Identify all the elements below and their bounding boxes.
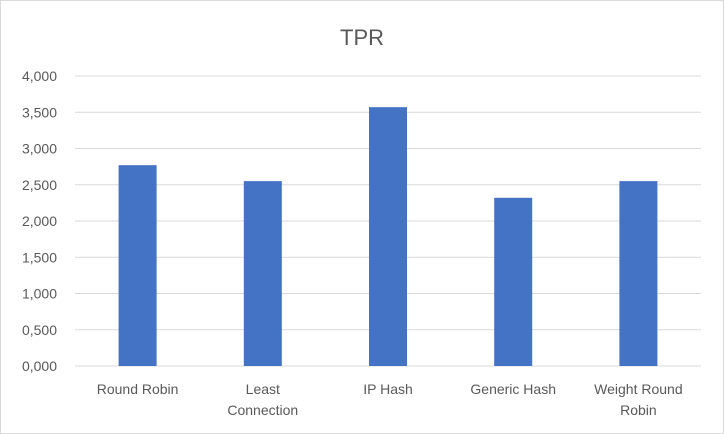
y-tick-label: 0,500: [22, 322, 57, 338]
x-axis-categories: Round Robin Least Connection IP Hash Generic…: [97, 381, 683, 418]
y-tick-label: 2,500: [22, 177, 57, 193]
x-category-label: Generic Hash: [470, 381, 556, 397]
bar: [243, 181, 282, 366]
bar: [494, 197, 533, 366]
y-tick-label: 4,000: [22, 68, 57, 84]
y-tick-label: 1,000: [22, 286, 57, 302]
x-category-label: Connection: [227, 402, 298, 418]
y-tick-label: 2,000: [22, 213, 57, 229]
x-category-label: Round Robin: [97, 381, 179, 397]
y-tick-label: 3,500: [22, 104, 57, 120]
x-category-label: Robin: [620, 402, 657, 418]
y-axis-ticks: 0,000 0,500 1,000 1,500 2,000 2,500 3,000 3,500…: [22, 68, 57, 374]
bar: [118, 165, 157, 366]
y-tick-label: 0,000: [22, 358, 57, 374]
x-category-label: IP Hash: [363, 381, 413, 397]
x-category-label: Least: [246, 381, 280, 397]
y-tick-label: 3,000: [22, 141, 57, 157]
x-category-label: Weight Round: [594, 381, 682, 397]
y-tick-label: 1,500: [22, 249, 57, 265]
bar: [619, 181, 658, 366]
bar: [369, 107, 407, 367]
chart-title: TPR: [340, 25, 384, 50]
bars: [118, 107, 658, 367]
